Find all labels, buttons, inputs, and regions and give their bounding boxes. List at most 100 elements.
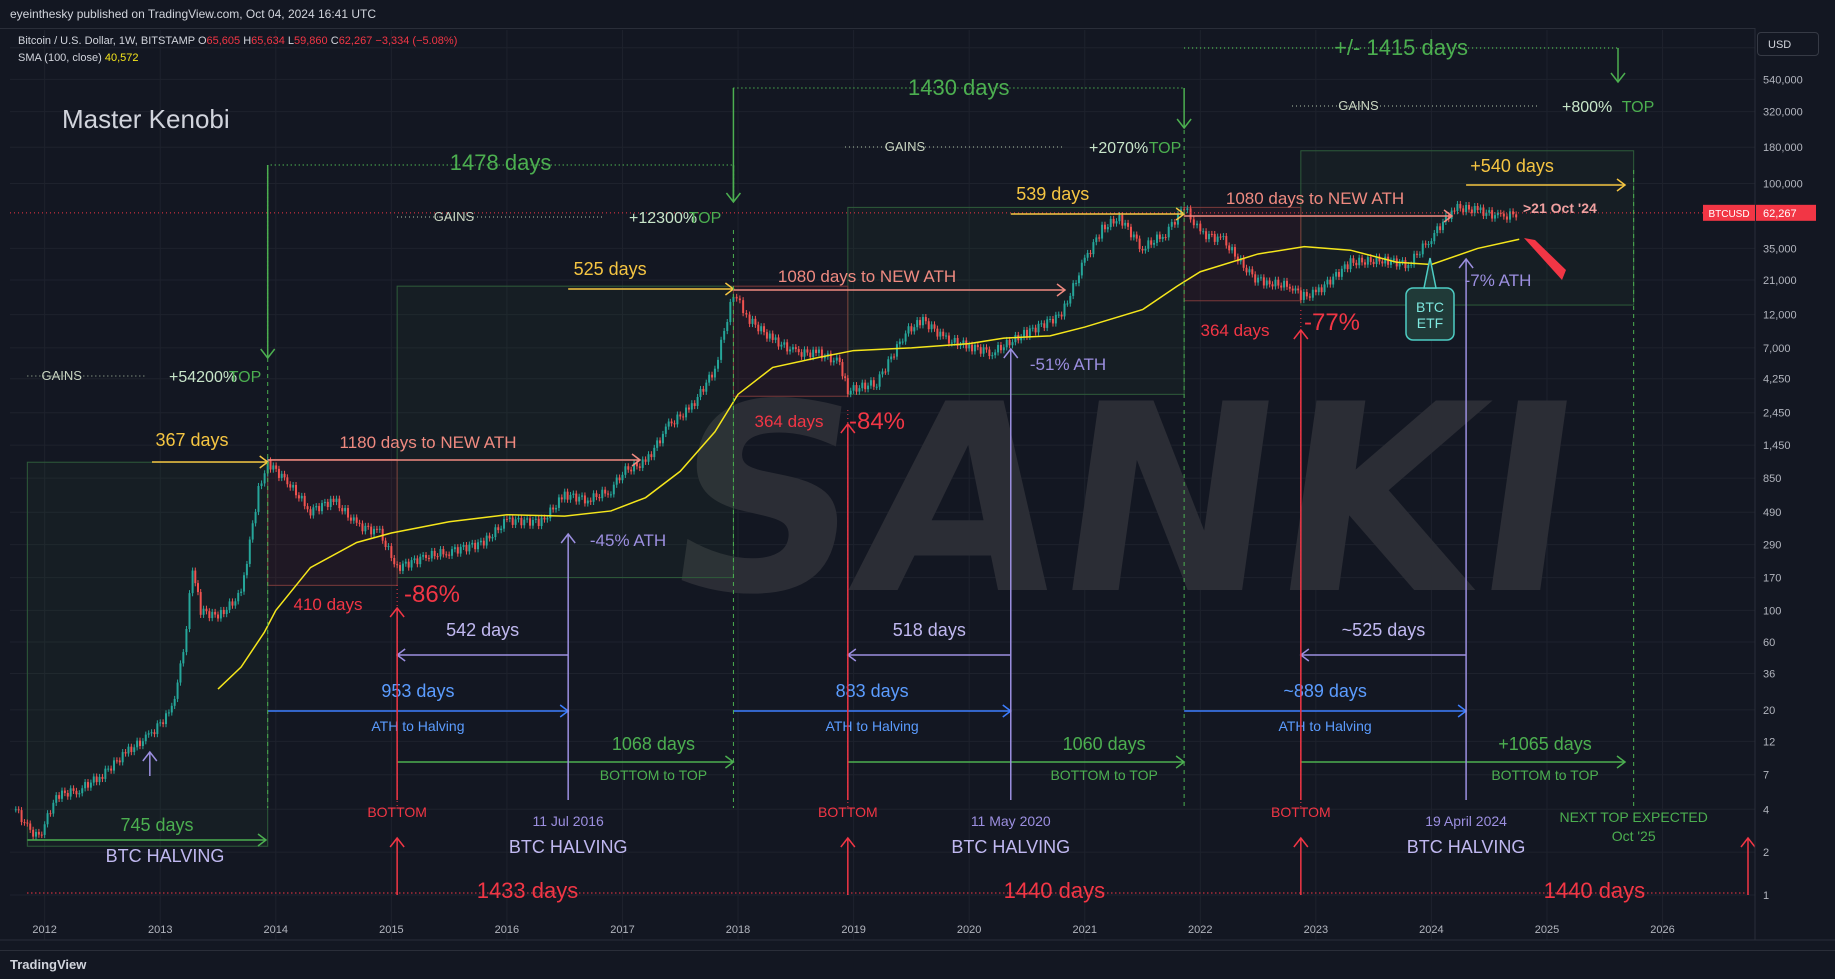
candle-body: [144, 734, 147, 742]
candle-body: [20, 810, 23, 823]
candle-body: [1493, 215, 1496, 219]
candle-body: [511, 517, 514, 525]
annotations: Master Kenobi GAINS +54200% TOP GAINS +12300…: [27, 35, 1756, 903]
candle-body: [997, 344, 1000, 353]
candle-body: [999, 344, 1002, 351]
y-tick-label: 850: [1763, 473, 1781, 485]
candle-body: [1297, 288, 1300, 291]
candle-body: [113, 760, 116, 771]
gains-4-top: TOP: [1622, 99, 1655, 116]
candle-body: [630, 469, 633, 472]
candle-body: [702, 388, 705, 392]
ath-halv-label-2: ATH to Halving: [826, 718, 919, 734]
candle-body: [583, 495, 586, 504]
candle-body: [1502, 213, 1505, 217]
candle-body: [332, 498, 335, 502]
candle-body: [581, 495, 584, 497]
candle-body: [497, 527, 500, 531]
candle-body: [194, 570, 197, 584]
candle-body: [849, 390, 852, 395]
candle-body: [384, 540, 387, 547]
candle-body: [1254, 274, 1257, 283]
cycle-1430-label: 1430 days: [908, 75, 1010, 100]
candle-body: [979, 347, 982, 354]
candle-body: [445, 554, 448, 556]
candle-body: [1257, 277, 1260, 283]
candle-body: [913, 327, 916, 332]
candle-body: [1080, 262, 1083, 276]
candle-body: [404, 561, 407, 564]
candle-body: [1231, 247, 1234, 251]
candle-body: [1245, 267, 1248, 273]
y-tick-label: 21,000: [1763, 275, 1797, 287]
candle-body: [635, 462, 638, 467]
candle-body: [601, 489, 604, 499]
candle-body: [569, 494, 572, 500]
candle-body: [1115, 221, 1118, 224]
ath-halv-label-1: ATH to Halving: [371, 718, 464, 734]
candle-body: [806, 349, 809, 353]
candle-body: [188, 593, 191, 630]
ath-halv-days-1: 953 days: [381, 681, 454, 701]
price-chart[interactable]: SANKI Master Kenobi GAINS +54200% TOP GAINS…: [0, 0, 1835, 950]
sma-line: [217, 238, 1520, 690]
candle-body: [23, 822, 26, 824]
candle-body: [37, 831, 40, 835]
candle-body: [901, 341, 904, 343]
candle-body: [179, 663, 182, 683]
candle-body: [615, 477, 618, 485]
candle-body: [257, 485, 260, 512]
candle-body: [1294, 288, 1297, 291]
candle-body: [1251, 269, 1254, 275]
candle-body: [604, 489, 607, 494]
candle-body: [1103, 224, 1106, 230]
halving-label-3: BTC HALVING: [951, 837, 1070, 857]
candle-body: [494, 527, 497, 538]
currency-button[interactable]: USD: [1757, 32, 1819, 56]
candle-body: [962, 340, 965, 345]
candle-body: [1089, 252, 1092, 255]
y-tick-label: 1: [1763, 890, 1769, 902]
candle-body: [777, 337, 780, 347]
candle-body: [797, 349, 800, 353]
candle-body: [921, 317, 924, 326]
candle-body: [1129, 226, 1132, 238]
candle-body: [375, 528, 378, 530]
candle-body: [1127, 222, 1130, 227]
halving-arrow-1-head: [560, 532, 576, 544]
candle-body: [173, 698, 176, 706]
candle-body: [705, 382, 708, 392]
candle-body: [898, 341, 901, 345]
candle-body: [664, 426, 667, 434]
candle-body: [1051, 318, 1054, 324]
candle-body: [690, 403, 693, 410]
candle-body: [1049, 318, 1052, 320]
candle-body: [72, 788, 75, 791]
ohlc-legend: Bitcoin / U.S. Dollar, 1W, BITSTAMP O65,…: [18, 35, 457, 47]
candle-body: [442, 549, 445, 555]
drawdown-label-2: -84%: [849, 408, 905, 435]
candle-body: [612, 484, 615, 495]
candle-body: [933, 324, 936, 329]
candle-body: [219, 609, 222, 619]
candle-body: [26, 822, 29, 824]
candle-body: [387, 546, 390, 548]
candle-body: [309, 509, 312, 516]
gains-2-pct: +12300%: [629, 210, 697, 227]
candle-body: [789, 349, 792, 352]
candle-body: [1285, 280, 1288, 287]
candle-body: [566, 491, 569, 500]
candle-body: [907, 326, 910, 334]
candle-body: [1413, 253, 1416, 265]
btcusd-tag-label: BTCUSD: [1708, 209, 1749, 220]
candle-body: [306, 506, 309, 510]
candle-body: [1031, 327, 1034, 329]
candle-body: [526, 518, 529, 520]
sma-legend[interactable]: SMA (100, close) 40,572: [18, 52, 138, 64]
candle-body: [1355, 262, 1358, 266]
candle-body: [1465, 204, 1468, 213]
candle-body: [1259, 277, 1262, 279]
candle-body: [263, 473, 266, 484]
y-tick-label: 60: [1763, 637, 1775, 649]
new-ath-arrow-3-head: [1443, 209, 1454, 223]
